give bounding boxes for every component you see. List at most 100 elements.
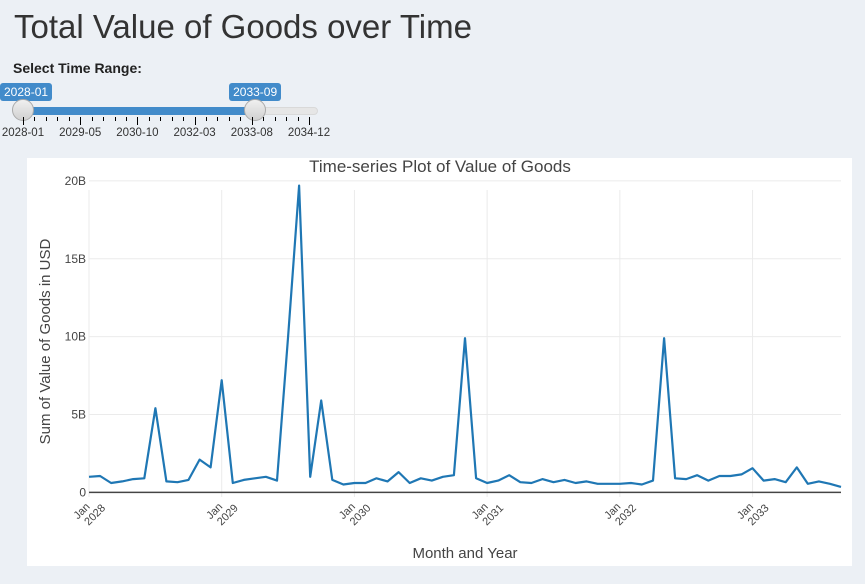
data-point [606, 481, 612, 487]
data-point [484, 480, 490, 486]
data-point [396, 469, 402, 475]
data-point [208, 464, 214, 470]
data-point [517, 479, 523, 485]
data-point [429, 478, 435, 484]
slider-tick [274, 117, 276, 121]
data-point [97, 473, 103, 479]
data-point [340, 482, 346, 488]
data-point [86, 474, 92, 480]
data-point [362, 480, 368, 486]
data-point [252, 475, 258, 481]
data-point [838, 484, 844, 490]
slider-tick-label: 2033-08 [230, 127, 273, 139]
x-axis-title: Month and Year [412, 545, 517, 562]
slider-tick [148, 117, 150, 121]
slider-tick [68, 117, 70, 121]
data-point [683, 476, 689, 482]
data-point [174, 479, 180, 485]
slider-tick [45, 117, 47, 121]
data-point [186, 477, 192, 483]
slider-tick [206, 117, 208, 121]
slider-tick [160, 117, 162, 121]
y-tick-label: 15B [65, 252, 86, 266]
data-point [230, 480, 236, 486]
data-point [495, 478, 501, 484]
data-point [440, 474, 446, 480]
slider-tick [251, 117, 253, 125]
data-point [219, 377, 225, 383]
slider-tick [103, 117, 105, 121]
slider-tick [217, 117, 219, 121]
slider-tick [114, 117, 116, 121]
data-point [772, 476, 778, 482]
data-point [141, 475, 147, 481]
data-point [827, 481, 833, 487]
slider-tick [183, 117, 185, 121]
data-point [473, 475, 479, 481]
slider-tick [309, 117, 310, 125]
data-point [617, 481, 623, 487]
data-point [550, 479, 556, 485]
data-point [241, 477, 247, 483]
data-point [528, 480, 534, 486]
y-axis-title: Sum of Value of Goods in USD [37, 239, 54, 445]
slider-tick [23, 117, 24, 125]
data-point [705, 478, 711, 484]
time-range-slider[interactable]: 2028-01 2033-09 2028-01 2029-05 2030-10 203… [0, 80, 340, 150]
data-point [694, 472, 700, 478]
slider-tick [80, 117, 82, 125]
slider-tick-label: 2030-10 [116, 127, 159, 139]
slider-tick [57, 117, 59, 121]
y-tick-label: 0 [79, 485, 86, 499]
data-point [163, 478, 169, 484]
slider-tick [91, 117, 93, 121]
slider-tick [240, 117, 242, 121]
plot-panel: Time-series Plot of Value of Goods 0 5B 10B… [27, 157, 852, 566]
data-point [130, 476, 136, 482]
slider-to-value: 2033-09 [229, 83, 282, 101]
data-point [119, 478, 125, 484]
slider-tick [297, 117, 299, 121]
data-point [418, 475, 424, 481]
data-point [296, 183, 302, 189]
y-tick-label: 5B [71, 407, 86, 421]
data-point [374, 475, 380, 481]
data-point [783, 479, 789, 485]
data-point [628, 480, 634, 486]
slider-selected-range [23, 107, 256, 115]
y-tick-label: 10B [65, 330, 86, 344]
slider-tick [125, 117, 127, 121]
data-point [727, 473, 733, 479]
data-point [761, 478, 767, 484]
slider-to-handle[interactable] [244, 99, 267, 121]
series-line [88, 184, 842, 488]
y-tick-label: 20B [65, 174, 86, 188]
data-point [152, 405, 158, 411]
page-title: Total Value of Goods over Time [14, 8, 472, 45]
data-point [197, 457, 203, 463]
chart-title: Time-series Plot of Value of Goods [309, 158, 571, 176]
data-point [407, 480, 413, 486]
time-range-label: Select Time Range: [13, 60, 142, 76]
data-point [816, 478, 822, 484]
slider-tick [263, 117, 265, 121]
data-point [351, 480, 357, 486]
data-point [307, 474, 313, 480]
slider-tick [286, 117, 288, 121]
slider-tick-label: 2029-05 [59, 127, 102, 139]
slider-tick [194, 117, 196, 125]
data-point [584, 478, 590, 484]
time-series-chart[interactable]: Time-series Plot of Value of Goods 0 5B 10B… [27, 157, 852, 566]
data-point [108, 480, 114, 486]
slider-tick [137, 117, 139, 125]
data-point [595, 481, 601, 487]
data-point [672, 475, 678, 481]
data-point [385, 478, 391, 484]
data-point [661, 335, 667, 341]
